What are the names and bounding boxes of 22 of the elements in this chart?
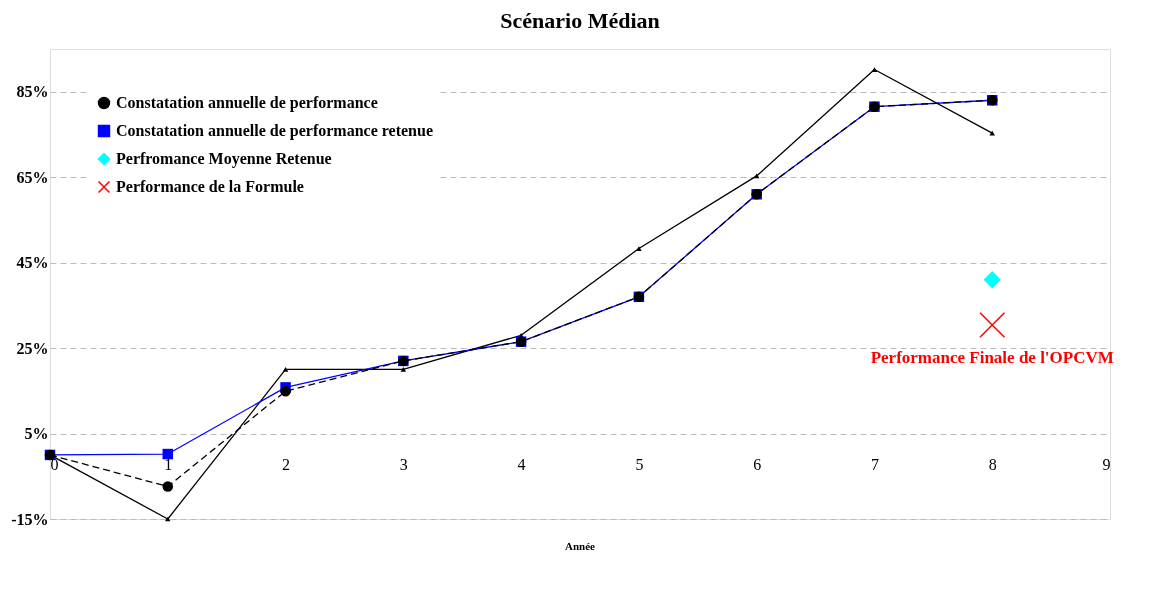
annotation: Performance Finale de l'OPCVM (870, 348, 1114, 368)
y-tick-label: 25% (16, 339, 49, 357)
x-tick-label: 4 (517, 456, 526, 474)
x-tick-label: 6 (753, 456, 762, 474)
y-tick-label: 45% (16, 254, 49, 272)
x-tick-label: 1 (164, 456, 173, 474)
chart-title: Scénario Médian (500, 8, 660, 33)
y-tick-label: -15% (11, 510, 49, 528)
y-tick-label: 65% (16, 168, 49, 186)
x-tick-label: 9 (1102, 456, 1111, 474)
x-tick-label: 7 (870, 456, 879, 474)
x-tick-label: 2 (282, 456, 291, 474)
legend-label: Perfromance Moyenne Retenue (116, 150, 332, 168)
y-tick-label: 5% (24, 425, 49, 443)
x-tick-label: 3 (399, 456, 408, 474)
x-axis-title: Année (565, 540, 596, 552)
y-tick-label: 85% (16, 83, 49, 101)
x-tick-label: 5 (635, 456, 644, 474)
x-tick-label: 8 (988, 456, 997, 474)
legend-label: Constatation annuelle de performance retenue (116, 122, 433, 140)
legend-label: Performance de la Formule (116, 178, 304, 195)
legend-label: Constatation annuelle de performance (116, 94, 378, 112)
